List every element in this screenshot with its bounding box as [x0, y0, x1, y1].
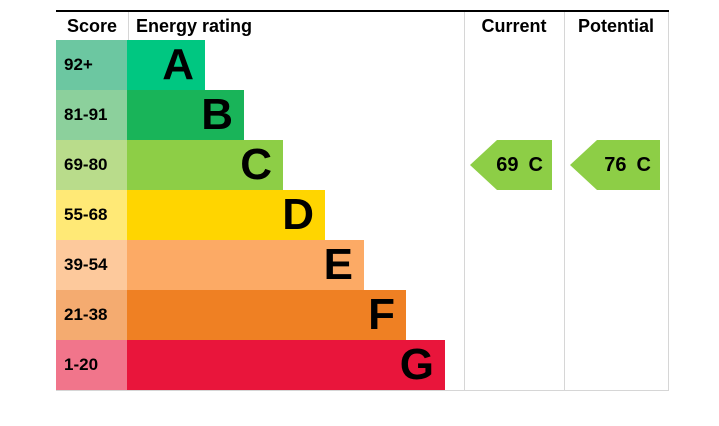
band-row-f: 21-38 F: [56, 290, 669, 340]
band-letter: F: [368, 290, 395, 339]
band-score-range: 21-38: [56, 290, 127, 340]
band-letter: C: [240, 140, 272, 189]
potential-rating-band: C: [636, 153, 651, 176]
band-row-c: 69-80 C: [56, 140, 669, 190]
band-bar-b: B: [127, 90, 244, 140]
score-range-label: 81-91: [64, 105, 108, 124]
band-row-a: 92+ A: [56, 40, 669, 90]
band-row-d: 55-68 D: [56, 190, 669, 240]
divider-current-potential: [564, 12, 565, 390]
band-score-range: 69-80: [56, 140, 127, 190]
band-bar-d: D: [127, 190, 325, 240]
chart-bottom-rule: [56, 390, 669, 391]
divider-current-left: [464, 12, 465, 390]
band-letter: D: [282, 190, 314, 239]
score-range-label: 21-38: [64, 305, 108, 324]
band-row-e: 39-54 E: [56, 240, 669, 290]
band-row-b: 81-91 B: [56, 90, 669, 140]
score-range-label: 1-20: [64, 355, 99, 374]
band-score-range: 55-68: [56, 190, 127, 240]
potential-rating-value: 76: [604, 153, 627, 176]
divider-right-edge: [668, 12, 669, 390]
band-score-range: 1-20: [56, 340, 127, 390]
band-row-g: 1-20 G: [56, 340, 669, 390]
band-rows: 92+ A 81-91 B 69-80 C 55-68 D 39-54 E 21…: [56, 40, 669, 390]
energy-rating-column-header: Energy rating: [136, 16, 253, 36]
current-column-header: Current: [481, 16, 547, 36]
band-bar-e: E: [127, 240, 364, 290]
score-range-label: 39-54: [64, 255, 108, 274]
band-bar-c: C: [127, 140, 283, 190]
band-score-range: 92+: [56, 40, 127, 90]
score-range-label: 55-68: [64, 205, 108, 224]
potential-column-header: Potential: [577, 16, 654, 36]
current-rating-band: C: [528, 153, 543, 176]
band-score-range: 81-91: [56, 90, 127, 140]
band-score-range: 39-54: [56, 240, 127, 290]
header-top-rule: [56, 10, 669, 12]
band-letter: B: [201, 90, 233, 139]
band-letter: A: [162, 40, 194, 89]
band-letter: G: [399, 340, 434, 389]
score-column-header: Score: [66, 16, 118, 36]
score-range-label: 69-80: [64, 155, 108, 174]
band-letter: E: [323, 240, 353, 289]
band-bar-f: F: [127, 290, 406, 340]
divider-score-energy: [128, 12, 129, 40]
current-rating-value: 69: [496, 153, 519, 176]
band-bar-a: A: [127, 40, 205, 90]
score-range-label: 92+: [64, 55, 93, 74]
band-bar-g: G: [127, 340, 445, 390]
